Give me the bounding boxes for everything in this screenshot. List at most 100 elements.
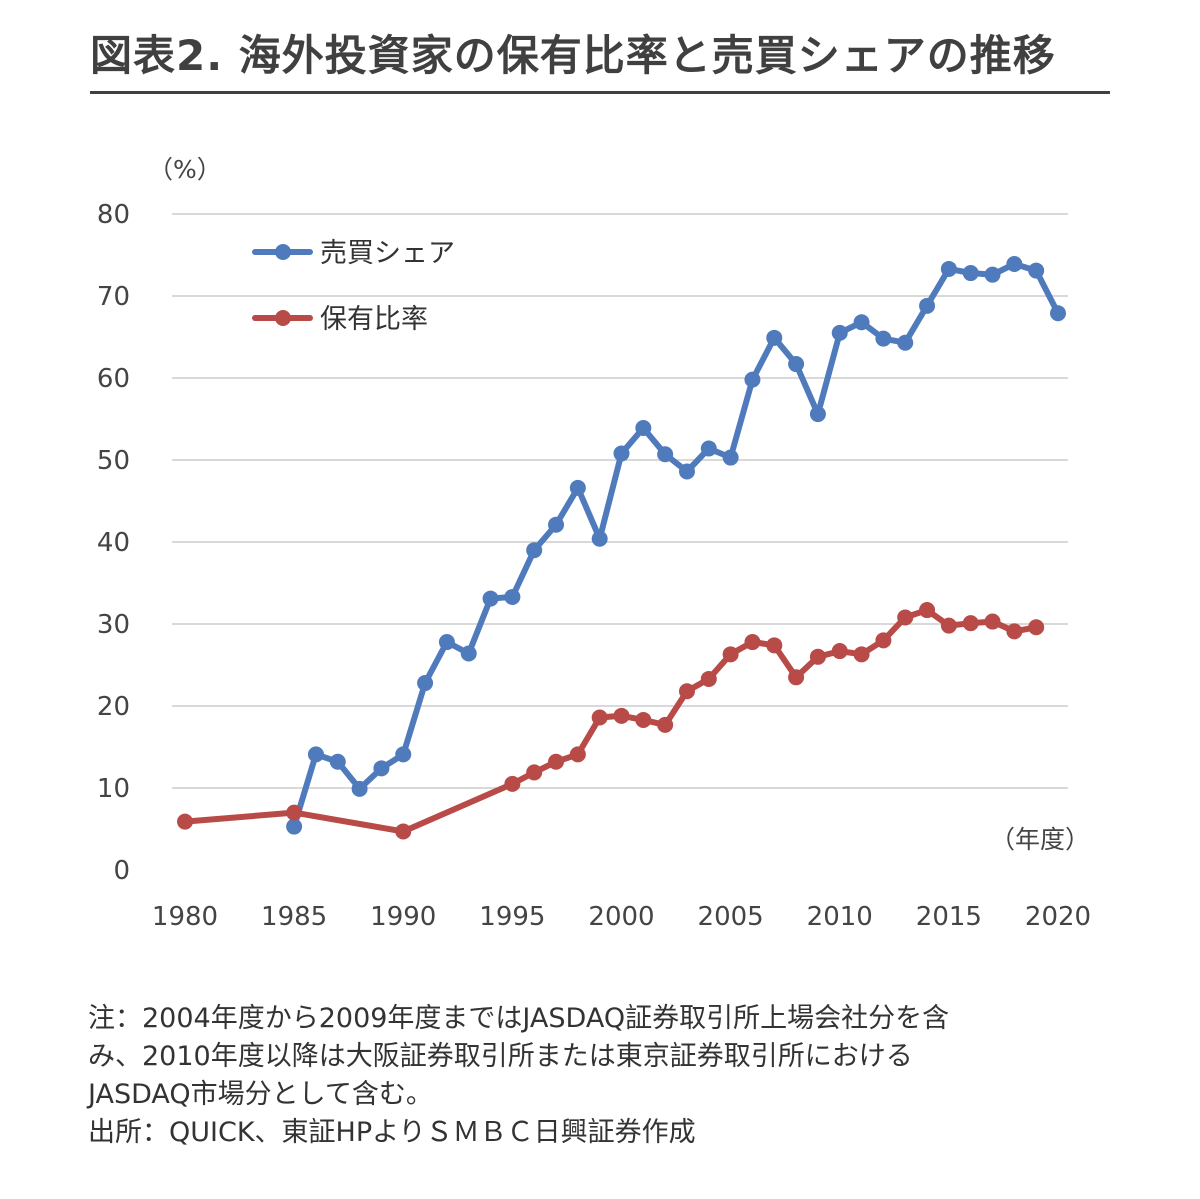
data-point xyxy=(286,804,303,821)
data-point xyxy=(1050,305,1066,322)
data-point xyxy=(788,669,805,686)
data-point xyxy=(526,542,543,559)
line-chart: 0 10 20 30 40 50 60 70 80 1980 1985 1990 1995 2000 20… xyxy=(97,155,1091,932)
data-point xyxy=(504,775,521,792)
data-point xyxy=(482,590,499,607)
x-tick-label: 2005 xyxy=(698,902,764,932)
data-point xyxy=(329,753,346,770)
notes: 注：2004年度から2009年度まではJASDAQ証券取引所上場会社分を含 み、… xyxy=(88,1000,1128,1152)
y-tick-label: 60 xyxy=(97,364,130,394)
series-holding-ratio xyxy=(177,602,1045,840)
data-point xyxy=(504,588,521,605)
data-point xyxy=(373,760,390,777)
x-axis-unit-label: （年度） xyxy=(990,825,1090,854)
legend-item: 保有比率 xyxy=(252,304,428,335)
data-point xyxy=(700,670,717,687)
data-point xyxy=(635,420,652,437)
data-point xyxy=(177,813,193,830)
data-point xyxy=(417,675,434,692)
data-point xyxy=(678,683,695,700)
data-point xyxy=(591,709,608,726)
y-axis-tick-labels: 0 10 20 30 40 50 60 70 80 xyxy=(97,200,130,886)
data-point xyxy=(766,637,783,654)
data-point xyxy=(831,643,848,660)
data-point xyxy=(569,746,586,763)
data-point xyxy=(351,780,368,797)
series-layer xyxy=(177,256,1066,840)
data-point xyxy=(962,615,979,632)
data-point xyxy=(438,634,455,651)
legend-item: 売買シェア xyxy=(252,238,455,269)
data-point xyxy=(744,634,761,651)
series-line xyxy=(291,261,1061,830)
legend-label: 売買シェア xyxy=(320,238,455,269)
note-line-1: 注：2004年度から2009年度まではJASDAQ証券取引所上場会社分を含 xyxy=(88,1003,950,1034)
data-point xyxy=(744,371,761,388)
legend-label: 保有比率 xyxy=(320,304,428,335)
data-point xyxy=(788,356,805,373)
data-point xyxy=(657,446,674,463)
data-point xyxy=(919,297,936,314)
data-point xyxy=(962,265,979,282)
data-point xyxy=(1028,619,1045,636)
page-title: 図表2. 海外投資家の保有比率と売買シェアの推移 xyxy=(90,22,1110,94)
data-point xyxy=(919,602,936,619)
data-point xyxy=(1006,256,1023,273)
y-tick-label: 80 xyxy=(97,200,130,230)
x-tick-label: 2020 xyxy=(1025,902,1091,932)
legend-swatch-marker xyxy=(275,310,291,326)
x-tick-label: 1985 xyxy=(261,902,327,932)
data-point xyxy=(809,406,826,423)
y-tick-label: 40 xyxy=(97,528,130,558)
data-point xyxy=(766,329,783,346)
data-point xyxy=(700,440,717,457)
data-point xyxy=(875,632,892,649)
gridlines xyxy=(172,213,1068,789)
x-tick-label: 2000 xyxy=(588,902,654,932)
source-line: 出所：QUICK、東証HPよりＳＭＢＣ日興証券作成 xyxy=(88,1117,696,1148)
data-point xyxy=(548,516,565,533)
data-point xyxy=(591,530,608,547)
data-point xyxy=(984,613,1001,630)
x-tick-label: 1995 xyxy=(479,902,545,932)
data-point xyxy=(897,334,914,351)
data-point xyxy=(940,617,957,634)
note-line-3: JASDAQ市場分として含む。 xyxy=(88,1079,433,1110)
data-point xyxy=(853,646,870,663)
y-tick-label: 10 xyxy=(97,774,130,804)
data-point xyxy=(307,746,324,763)
data-point xyxy=(940,260,957,277)
data-point xyxy=(722,449,739,466)
series-line xyxy=(182,607,1040,835)
data-point xyxy=(613,445,630,462)
data-point xyxy=(395,746,412,763)
x-tick-label: 2010 xyxy=(807,902,873,932)
x-tick-label: 2015 xyxy=(916,902,982,932)
series-trading-share xyxy=(286,256,1066,835)
data-point xyxy=(809,648,826,665)
y-tick-label: 30 xyxy=(97,610,130,640)
y-axis-unit-label: （%） xyxy=(148,155,222,184)
y-tick-label: 50 xyxy=(97,446,130,476)
y-tick-label: 70 xyxy=(97,282,130,312)
data-point xyxy=(635,711,652,728)
legend-swatch-marker xyxy=(275,244,291,260)
data-point xyxy=(460,645,477,662)
data-point xyxy=(286,818,303,835)
x-tick-label: 1980 xyxy=(152,902,218,932)
data-point xyxy=(395,823,412,840)
y-tick-label: 20 xyxy=(97,692,130,722)
data-point xyxy=(657,716,674,733)
data-point xyxy=(548,753,565,770)
note-line-2: み、2010年度以降は大阪証券取引所または東京証券取引所における xyxy=(88,1041,913,1072)
x-tick-label: 1990 xyxy=(370,902,436,932)
data-point xyxy=(1028,262,1045,279)
y-tick-label: 0 xyxy=(113,856,130,886)
data-point xyxy=(831,324,848,341)
data-point xyxy=(526,764,543,781)
data-point xyxy=(853,314,870,331)
data-point xyxy=(897,609,914,626)
data-point xyxy=(984,266,1001,283)
data-point xyxy=(875,330,892,347)
